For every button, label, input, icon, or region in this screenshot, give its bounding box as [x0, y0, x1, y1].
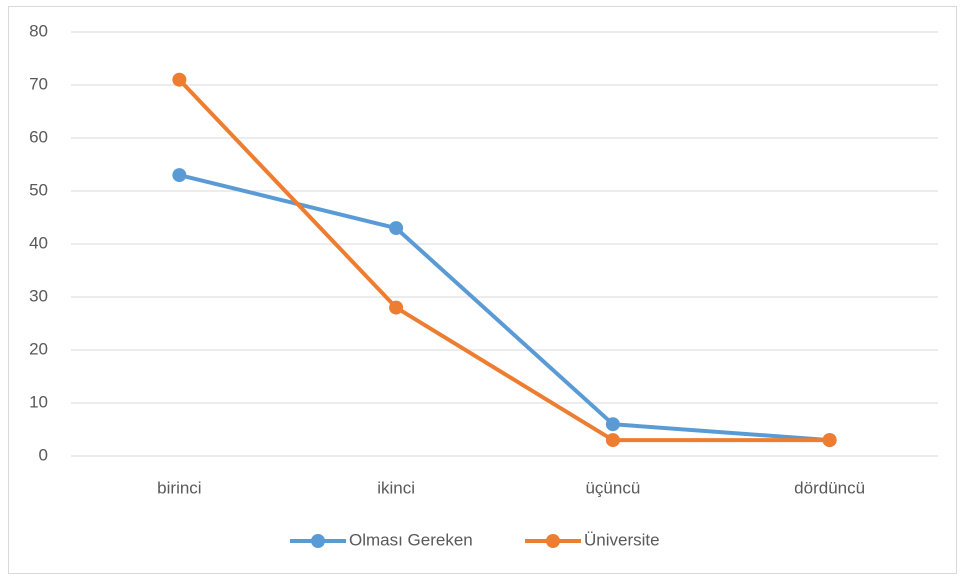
x-tick-label: birinci: [157, 478, 201, 497]
marker: [605, 417, 620, 432]
y-tick-label: 50: [29, 180, 48, 199]
series-line: [177, 77, 832, 443]
marker: [389, 300, 404, 315]
x-tick-label: ikinci: [377, 478, 415, 497]
legend-marker: [546, 534, 560, 548]
y-tick-label: 0: [39, 445, 48, 464]
y-tick-label: 80: [29, 21, 48, 40]
chart-border: [8, 6, 957, 574]
y-tick-label: 40: [29, 233, 48, 252]
legend-marker: [311, 534, 325, 548]
y-tick-label: 60: [29, 127, 48, 146]
y-tick-label: 20: [29, 339, 48, 358]
marker: [605, 433, 620, 448]
marker: [172, 168, 187, 183]
series-line: [177, 173, 832, 443]
marker: [172, 72, 187, 87]
y-tick-label: 70: [29, 74, 48, 93]
y-tick-label: 10: [29, 392, 48, 411]
marker: [389, 221, 404, 236]
y-tick-label: 30: [29, 286, 48, 305]
legend-label: Üniversite: [584, 530, 660, 549]
legend-label: Olması Gereken: [349, 530, 473, 549]
marker: [822, 433, 837, 448]
x-tick-label: dördüncü: [794, 478, 865, 497]
x-tick-label: üçüncü: [585, 478, 640, 497]
